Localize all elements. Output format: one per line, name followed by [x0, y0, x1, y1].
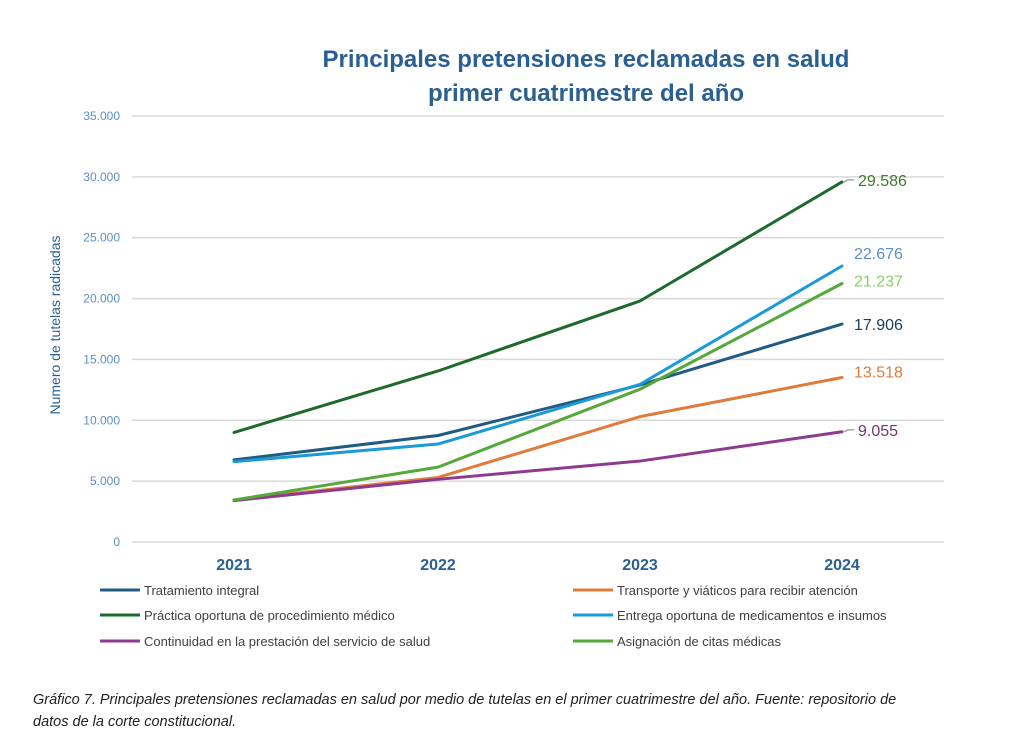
data-label: 29.586 — [858, 173, 907, 190]
x-axis-ticks: 2021 2022 2023 2024 — [216, 557, 860, 574]
x-tick-label: 2021 — [216, 557, 252, 574]
legend-label: Práctica oportuna de procedimiento médic… — [144, 608, 395, 623]
legend-item: Transporte y viáticos para recibir atenc… — [573, 583, 858, 598]
line-chart: Principales pretensiones reclamadas en s… — [47, 46, 944, 649]
gridlines — [132, 115, 944, 543]
x-tick-label: 2022 — [420, 557, 456, 574]
data-label: 13.518 — [854, 364, 903, 381]
legend-label: Continuidad en la prestación del servici… — [144, 634, 430, 649]
chart-title: Principales pretensiones reclamadas en s… — [323, 46, 850, 73]
legend-label: Transporte y viáticos para recibir atenc… — [617, 583, 858, 598]
y-axis-label: Numero de tutelas radicadas — [47, 236, 63, 415]
series-line — [232, 180, 844, 434]
y-tick-label: 30.000 — [83, 170, 120, 184]
data-label: 22.676 — [854, 246, 903, 263]
y-tick-label: 20.000 — [83, 292, 120, 306]
data-label: 21.237 — [854, 274, 903, 291]
series-line — [232, 282, 844, 502]
y-tick-label: 15.000 — [83, 352, 120, 366]
series-line — [232, 322, 844, 462]
legend-item: Asignación de citas médicas — [573, 634, 782, 649]
y-tick-label: 25.000 — [83, 231, 120, 245]
leader-line — [843, 179, 854, 183]
x-tick-label: 2024 — [824, 557, 860, 574]
legend-item: Continuidad en la prestación del servici… — [100, 634, 430, 649]
x-tick-label: 2023 — [622, 557, 658, 574]
series-lines — [232, 180, 844, 503]
chart-subtitle: primer cuatrimestre del año — [428, 80, 744, 107]
y-tick-label: 5.000 — [90, 474, 120, 488]
y-tick-label: 0 — [113, 535, 120, 549]
y-axis-ticks: 0 5.000 10.000 15.000 20.000 25.000 30.000 35.0… — [83, 109, 120, 549]
data-label: 9.055 — [858, 423, 898, 440]
figure-caption: Gráfico 7. Principales pretensiones recl… — [33, 692, 897, 730]
y-tick-label: 35.000 — [83, 109, 120, 123]
series-line — [232, 430, 844, 503]
y-tick-label: 10.000 — [83, 413, 120, 427]
legend-label: Entrega oportuna de medicamentos e insum… — [617, 608, 887, 623]
legend-item: Tratamiento integral — [100, 583, 259, 598]
series-line — [232, 264, 844, 464]
data-labels: 17.906 13.518 29.586 22.676 9.055 21.237 — [843, 173, 907, 440]
legend-item: Entrega oportuna de medicamentos e insum… — [573, 608, 887, 623]
leader-line — [843, 429, 854, 433]
legend: Tratamiento integral Transporte y viático… — [100, 583, 887, 649]
legend-label: Asignación de citas médicas — [617, 634, 782, 649]
data-label: 17.906 — [854, 317, 903, 334]
legend-item: Práctica oportuna de procedimiento médic… — [100, 608, 395, 623]
legend-label: Tratamiento integral — [144, 583, 259, 598]
